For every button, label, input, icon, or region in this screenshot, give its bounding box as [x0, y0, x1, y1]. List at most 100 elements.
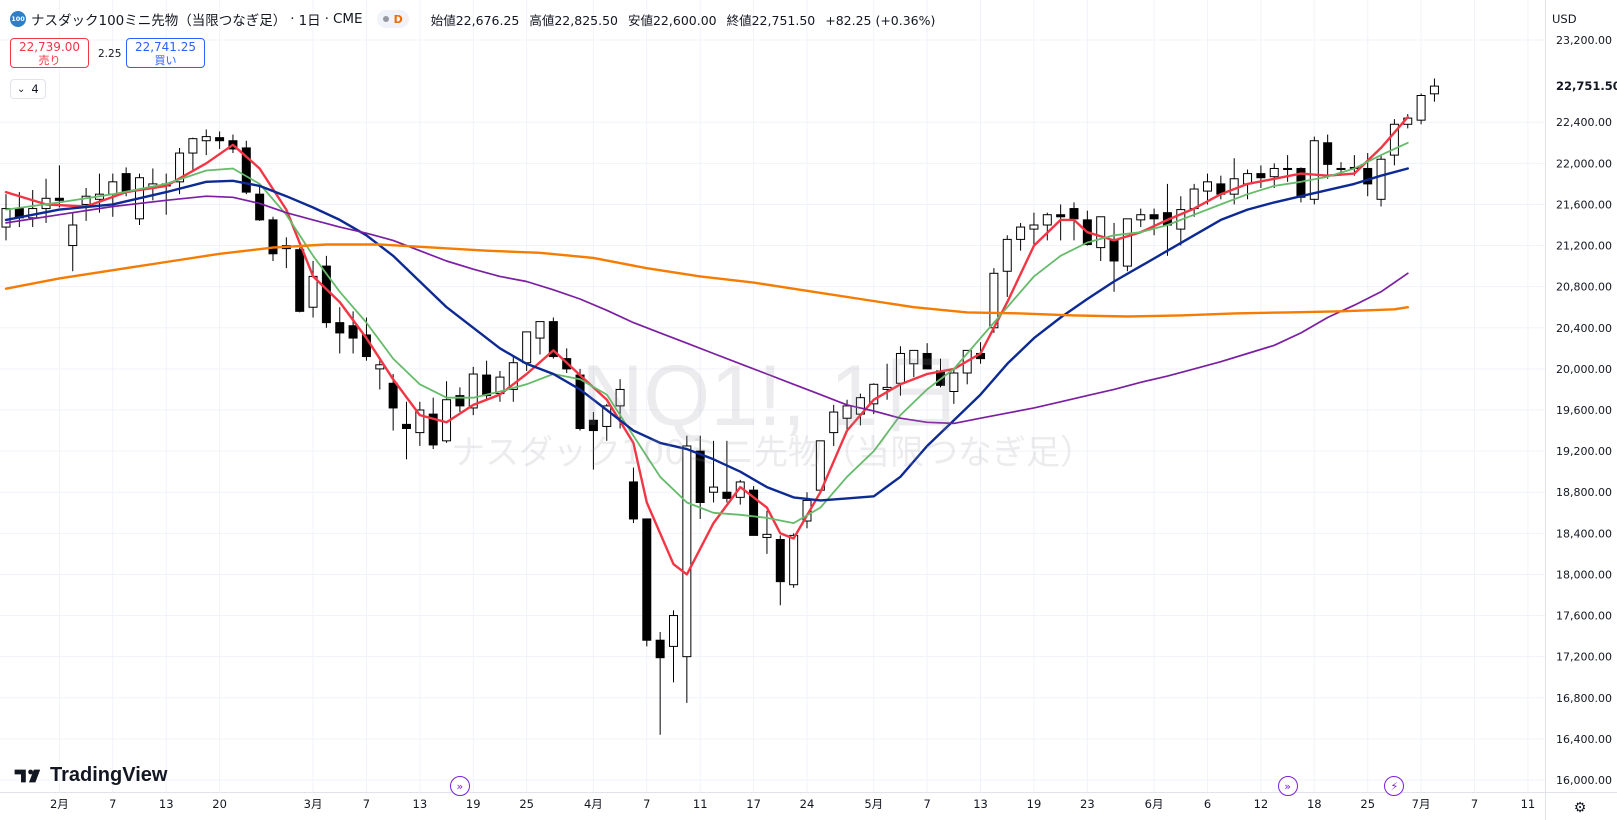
sell-button[interactable]: 22,739.00 売り	[10, 38, 89, 68]
open-label: 始値	[430, 12, 456, 28]
buy-button[interactable]: 22,741.25 買い	[126, 38, 205, 68]
price-tick-label: 22,000.00	[1556, 157, 1612, 170]
candle-body	[215, 137, 225, 142]
time-tick-label: 11	[1521, 797, 1536, 811]
price-tick-label: 18,800.00	[1556, 486, 1612, 499]
candle	[535, 321, 545, 355]
candle	[1189, 183, 1199, 217]
candle-body	[1363, 167, 1373, 185]
market-status-pill[interactable]: D	[376, 10, 409, 28]
buy-price: 22,741.25	[134, 40, 197, 54]
spread-value: 2.25	[98, 48, 122, 60]
title-separator-2: ·	[324, 11, 329, 27]
time-tick-label: 25	[1360, 797, 1375, 811]
time-tick-label: 25	[519, 797, 534, 811]
time-tick-label: 7	[1471, 797, 1478, 811]
price-tick-label: 22,400.00	[1556, 116, 1612, 129]
candle-body	[522, 331, 532, 364]
candle-body	[241, 147, 251, 193]
delayed-badge: D	[393, 12, 403, 26]
candle	[682, 435, 692, 703]
tradingview-logo[interactable]: TradingView	[14, 764, 167, 787]
candle-body	[669, 615, 678, 647]
candle-body	[842, 405, 852, 419]
time-tick-label: 6月	[1145, 797, 1164, 811]
candle-body	[722, 491, 732, 499]
sell-price: 22,739.00	[18, 40, 81, 54]
candle-body	[54, 197, 64, 201]
candle-body	[415, 409, 425, 434]
high-value: 22,825.50	[554, 12, 618, 28]
candle-body	[1309, 140, 1319, 200]
candle	[775, 535, 785, 606]
time-tick-label: 12	[1254, 797, 1269, 811]
price-tick-label: 19,600.00	[1556, 404, 1612, 417]
time-tick-label: 20	[212, 797, 227, 811]
candle	[495, 370, 505, 402]
ma-line-4	[5, 195, 1409, 425]
candle	[655, 632, 665, 735]
price-tick-label: 17,600.00	[1556, 610, 1612, 623]
candle	[1122, 218, 1132, 272]
time-tick-label: 17	[746, 797, 761, 811]
high-label: 高値	[529, 12, 555, 28]
candle	[428, 397, 438, 450]
price-tick-label: 16,800.00	[1556, 692, 1612, 705]
candle-body	[482, 374, 492, 397]
candle-body	[949, 372, 959, 392]
candle-body	[1203, 181, 1212, 192]
candle-body	[1096, 216, 1106, 249]
earnings-event-icon[interactable]: ⚡	[1384, 776, 1405, 796]
split-event-icon[interactable]: »	[1277, 776, 1298, 796]
candle	[281, 237, 291, 269]
low-label: 安値	[627, 12, 653, 28]
symbol-logo-icon[interactable]: 100	[10, 11, 26, 27]
candle-body	[402, 423, 411, 429]
symbol-title[interactable]: ナスダック100ミニ先物（当限つなぎ足）	[31, 13, 287, 29]
candle	[28, 190, 38, 228]
candle	[1056, 204, 1066, 241]
exchange-label: CME	[332, 11, 363, 27]
candle-body	[188, 138, 198, 154]
price-tick-label: 16,400.00	[1556, 733, 1612, 746]
candle-body	[602, 405, 612, 427]
candle	[909, 349, 919, 378]
currency-label[interactable]: USD	[1552, 12, 1577, 26]
split-event-icon[interactable]: »	[449, 776, 470, 796]
candle-body	[68, 224, 78, 247]
time-tick-label: 4月	[584, 797, 603, 811]
time-tick-label: 2月	[50, 797, 69, 811]
settings-gear-icon[interactable]: ⚙	[1573, 800, 1587, 816]
candle	[1203, 173, 1212, 205]
candle	[241, 140, 251, 195]
candle-body	[829, 411, 839, 434]
price-tick-label: 19,200.00	[1556, 445, 1612, 458]
time-tick-label: 3月	[304, 797, 323, 811]
change-value: +82.25 (+0.36%)	[825, 12, 936, 28]
interval-label[interactable]: 1日	[298, 13, 321, 29]
candle	[1, 194, 11, 241]
candle-body	[588, 419, 598, 432]
market-status-dot-icon	[382, 16, 389, 22]
candle-body	[895, 352, 905, 384]
buy-label: 買い	[154, 54, 177, 67]
candle	[1429, 78, 1439, 102]
indicators-toggle-button[interactable]: ⌄ 4	[10, 79, 46, 99]
candle-body	[1336, 167, 1346, 170]
last-price-label-bg	[1547, 77, 1617, 96]
candle-body	[1229, 178, 1239, 195]
candle	[749, 486, 759, 536]
price-tick-label: 20,000.00	[1556, 363, 1612, 376]
time-tick-label: 24	[800, 797, 815, 811]
candle-body	[909, 349, 919, 365]
candle	[215, 131, 225, 149]
candle-body	[201, 136, 211, 142]
candle	[388, 374, 398, 431]
candle-body	[922, 352, 932, 370]
ma-line-1	[4, 115, 1409, 576]
candle	[508, 356, 518, 402]
time-tick-label: 7	[109, 797, 116, 811]
candle	[81, 188, 91, 221]
